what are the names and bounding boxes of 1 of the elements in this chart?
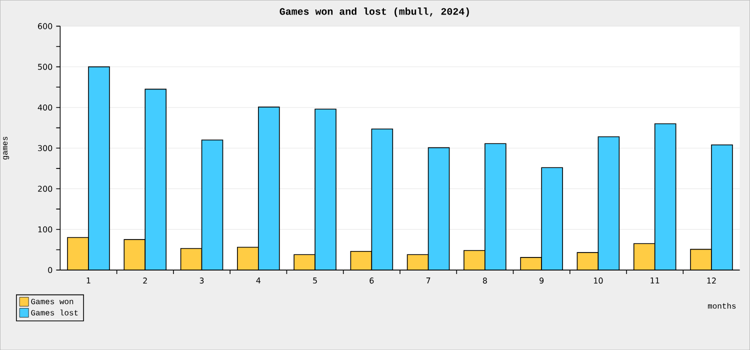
chart-title: Games won and lost (mbull, 2024): [280, 7, 469, 17]
